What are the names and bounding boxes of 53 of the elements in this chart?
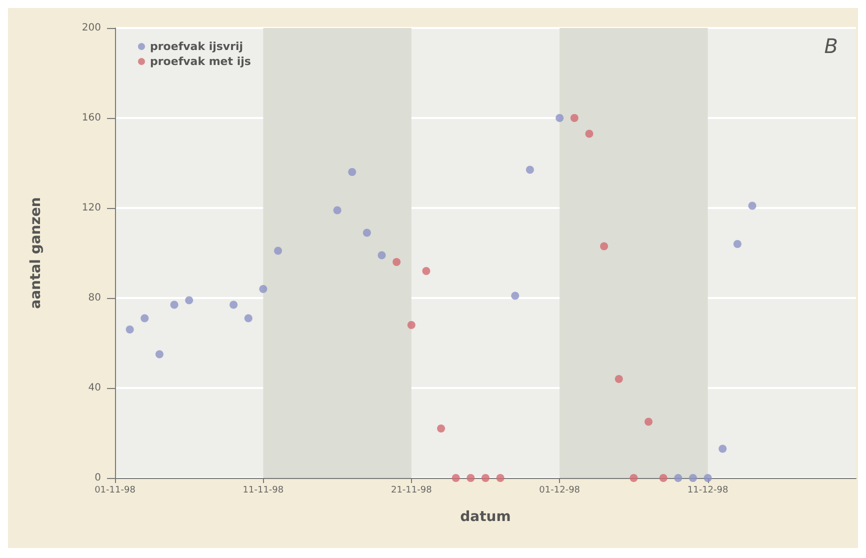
y-tick-label: 0 [94, 472, 101, 484]
point [407, 321, 416, 329]
point [585, 130, 594, 138]
point [718, 444, 727, 453]
point [511, 292, 520, 300]
point [259, 285, 268, 293]
point [126, 326, 134, 334]
point [392, 258, 401, 266]
point [362, 228, 371, 237]
point [644, 418, 653, 426]
point [244, 314, 252, 322]
point [659, 474, 668, 482]
point [630, 474, 638, 482]
y-tick-label: 120 [82, 202, 101, 214]
point [437, 424, 446, 432]
point [600, 242, 608, 250]
x-axis-title: datum [460, 509, 511, 525]
point [155, 350, 164, 358]
point [482, 474, 490, 482]
point [570, 114, 578, 122]
legend-label: proefvak met ijs [150, 55, 252, 68]
point [614, 375, 623, 383]
point [452, 474, 460, 482]
x-tick-label: 01-11-98 [94, 486, 136, 496]
point [170, 300, 178, 309]
point [230, 300, 238, 309]
x-tick-label: 11-11-98 [242, 486, 284, 496]
y-tick-label: 40 [88, 382, 101, 394]
point [378, 251, 386, 260]
point [140, 314, 149, 322]
y-tick-label: 160 [82, 112, 101, 124]
point [526, 166, 534, 174]
point [466, 474, 475, 482]
x-tick-label: 21-11-98 [390, 486, 432, 496]
point [688, 474, 697, 482]
y-tick-label: 200 [82, 22, 101, 34]
point [748, 202, 756, 210]
point [348, 168, 356, 176]
legend-label: proefvak ijsvrij [150, 40, 244, 53]
annotation: B [824, 34, 838, 58]
point [274, 246, 282, 255]
point [496, 474, 504, 482]
x-tick-label: 01-12-98 [539, 486, 580, 496]
y-axis-title: aantal ganzen [28, 197, 44, 309]
point [422, 267, 430, 275]
point [556, 114, 564, 122]
x-tick-label: 11-12-98 [687, 486, 728, 496]
point [733, 240, 742, 248]
y-tick-label: 80 [88, 292, 101, 304]
point [704, 474, 712, 482]
point [674, 474, 682, 482]
point [333, 206, 342, 214]
point [185, 296, 194, 304]
